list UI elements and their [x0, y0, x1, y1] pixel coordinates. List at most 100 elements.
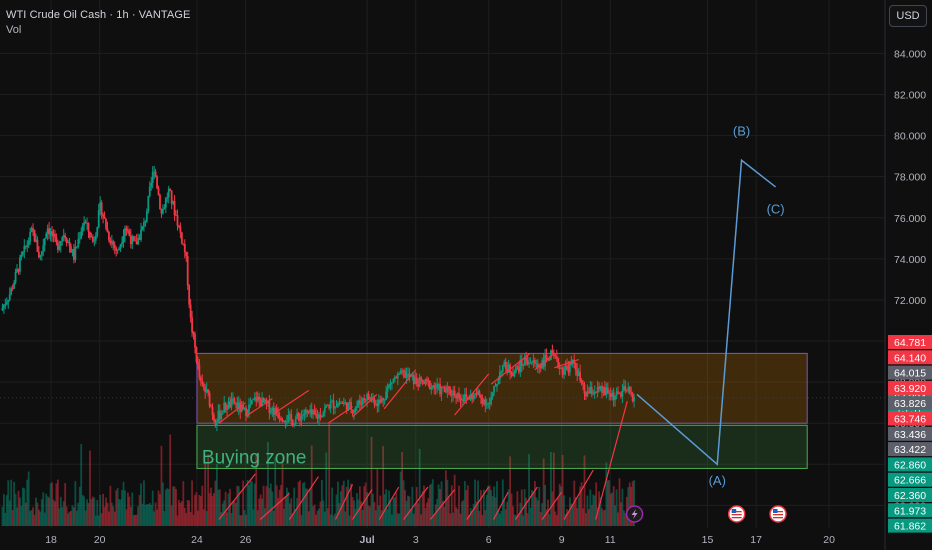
candle-body — [202, 383, 205, 388]
volume-bar — [580, 482, 583, 526]
volume-bar — [555, 515, 558, 526]
candle-body — [310, 409, 313, 415]
candle-body — [147, 195, 150, 212]
candle-body — [401, 370, 404, 372]
candle-body — [237, 402, 240, 409]
volume-bar — [97, 515, 100, 526]
volume-bar — [465, 490, 468, 526]
volume-bar — [49, 483, 52, 526]
candle-body — [175, 215, 177, 216]
currency-button[interactable]: USD — [889, 5, 927, 27]
candle-body — [552, 353, 555, 356]
volume-trendline — [514, 486, 538, 520]
price-label-tag — [888, 350, 932, 365]
candle-body — [156, 176, 158, 189]
candle-body — [24, 245, 27, 247]
volume-bar — [294, 509, 297, 526]
price-label-text: 63.746 — [894, 414, 926, 426]
candle-body — [412, 374, 415, 385]
volume-bar — [78, 486, 81, 526]
volume-bar — [529, 507, 532, 526]
candle-body — [386, 387, 389, 392]
volume-trendline — [334, 484, 354, 520]
candle-body — [334, 407, 336, 409]
candle-body — [557, 358, 560, 369]
candle-body — [477, 391, 479, 395]
volume-bar — [242, 480, 245, 526]
candle-body — [161, 209, 164, 214]
volume-bar — [280, 484, 282, 526]
volume-bar — [129, 506, 132, 526]
candle-body — [462, 399, 465, 402]
time-tick-label: 3 — [413, 534, 419, 546]
candle-body — [523, 357, 526, 366]
candle-body — [465, 394, 468, 398]
candle-body — [458, 392, 460, 398]
volume-bar — [577, 497, 580, 526]
volume-bar — [471, 511, 474, 526]
volume-trendline — [403, 486, 429, 520]
volume-bar — [472, 503, 475, 526]
volume-bar — [426, 502, 428, 526]
volume-bar — [517, 514, 520, 526]
candle-body — [475, 393, 478, 395]
volume-bar — [431, 479, 434, 526]
candle-body — [567, 366, 570, 373]
lightning-event-icon — [625, 505, 644, 523]
volume-bar — [272, 510, 275, 526]
volume-bar — [622, 510, 625, 526]
volume-bar — [55, 483, 58, 526]
candle-body — [439, 384, 441, 395]
price-label-text: 64.781 — [894, 337, 926, 349]
volume-bar — [62, 501, 65, 526]
volume-bar — [293, 487, 296, 526]
wave-path — [636, 158, 777, 466]
volume-bar — [338, 503, 341, 526]
price-label-tag — [888, 488, 932, 502]
candle-body — [617, 391, 619, 393]
candle-body — [338, 403, 341, 405]
volume-bar — [447, 497, 450, 526]
candle-body — [264, 399, 266, 403]
zones: Buying zone — [0, 352, 885, 469]
candle-body — [242, 405, 245, 409]
candle-body — [474, 393, 476, 395]
price-label-tag — [888, 518, 932, 533]
candle-body — [367, 393, 370, 400]
candle-body — [442, 387, 444, 389]
volume-bar — [468, 515, 471, 526]
price-trendline — [554, 358, 579, 369]
volume-bar — [141, 503, 144, 526]
candle-body — [271, 407, 274, 412]
candle-body — [253, 397, 256, 400]
volume-bar — [91, 496, 94, 526]
candle-body — [128, 231, 131, 236]
wave-label: (C) — [767, 202, 785, 217]
volume-bar — [332, 515, 335, 526]
volume-bar — [450, 485, 453, 526]
volume-bar — [434, 504, 437, 526]
volume-bar — [205, 511, 208, 526]
candle-body — [267, 401, 269, 404]
candle-body — [468, 398, 471, 400]
candle-body — [255, 397, 258, 402]
price-tick-label: 80.000 — [894, 131, 926, 143]
candle-body — [246, 414, 249, 417]
candle-body — [280, 418, 282, 421]
volume-bar — [30, 509, 33, 526]
volume-bar — [337, 481, 339, 526]
volume-bar — [485, 494, 488, 526]
candle-body — [313, 410, 316, 415]
candle-body — [398, 374, 401, 375]
volume-bar — [75, 510, 78, 526]
candle-body — [118, 248, 121, 251]
candle-body — [576, 369, 579, 376]
candle-body — [560, 367, 563, 369]
volume-bar — [624, 513, 627, 526]
candle-body — [615, 391, 618, 396]
volume-bar — [574, 497, 577, 526]
volume-bar — [151, 490, 154, 526]
candle-body — [137, 237, 139, 245]
candle-body — [517, 367, 520, 373]
